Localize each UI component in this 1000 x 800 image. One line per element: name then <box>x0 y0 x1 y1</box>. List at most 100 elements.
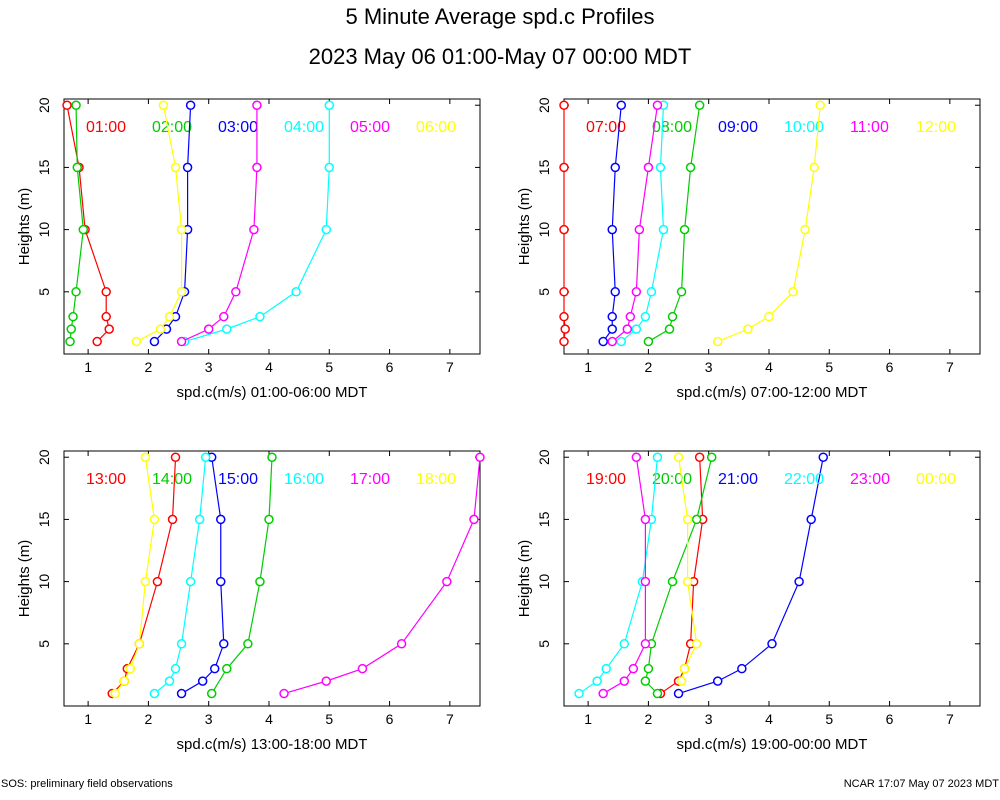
series-1300 <box>107 452 181 699</box>
x-tick-label: 7 <box>446 711 454 727</box>
x-tick-label: 6 <box>886 711 894 727</box>
x-tick-label: 4 <box>765 711 773 727</box>
data-point <box>92 336 102 347</box>
data-point <box>176 336 187 347</box>
legend-label: 01:00 <box>86 119 126 136</box>
x-tick-label: 1 <box>84 711 92 727</box>
data-point <box>216 576 226 587</box>
chart-panel-4: 1 2 3 4 5 6 7 5 10 15 20 spd.c(m/s) 19:00-00:00 MDT… <box>516 449 981 753</box>
chart-panel-2: 1 2 3 4 5 6 7 5 10 15 20 spd.c(m/s) 07:00-12:00 MDT… <box>516 97 981 401</box>
legend-label: 05:00 <box>350 119 390 136</box>
legend-label: 19:00 <box>586 471 626 488</box>
x-tick-label: 2 <box>145 711 153 727</box>
data-point <box>767 639 777 649</box>
data-point <box>243 639 253 649</box>
data-point <box>682 576 693 587</box>
data-point <box>125 663 136 674</box>
data-point <box>255 576 265 587</box>
legend-label: 11:00 <box>850 119 889 136</box>
legend-label: 04:00 <box>284 119 324 136</box>
data-point <box>71 100 81 110</box>
legend-label: 20:00 <box>652 471 692 488</box>
data-point <box>559 311 569 322</box>
data-point <box>664 324 675 334</box>
series-line <box>66 105 110 342</box>
series-line <box>611 105 659 343</box>
data-point <box>601 663 611 674</box>
data-point <box>676 287 687 297</box>
series-0500 <box>176 100 262 347</box>
y-tick-label: 20 <box>536 97 552 113</box>
data-point <box>101 287 111 297</box>
data-point <box>185 100 196 110</box>
data-point <box>176 224 187 235</box>
legend-label: 03:00 <box>218 119 258 136</box>
data-point <box>559 287 569 297</box>
x-tick-label: 5 <box>825 711 833 727</box>
x-axis-label: spd.c(m/s) 13:00-18:00 MDT <box>177 736 368 753</box>
series-line <box>69 105 84 342</box>
data-point <box>72 162 83 173</box>
data-point <box>658 224 669 235</box>
series-line <box>136 105 183 343</box>
data-point <box>622 324 633 334</box>
y-tick-label: 20 <box>36 449 52 465</box>
y-tick-label: 20 <box>36 97 52 113</box>
data-point <box>167 514 178 525</box>
data-point <box>170 452 181 462</box>
y-axis-label: Heights (m) <box>516 540 533 618</box>
y-tick-label: 5 <box>536 640 552 648</box>
x-axis-label: spd.c(m/s) 01:00-06:00 MDT <box>177 384 368 401</box>
data-point <box>231 287 241 297</box>
data-point <box>616 336 627 347</box>
data-point <box>607 336 617 347</box>
data-point <box>646 287 657 297</box>
legend-label: 10:00 <box>784 119 824 136</box>
plot-frame <box>563 450 981 707</box>
data-point <box>679 224 690 235</box>
series-line <box>181 105 258 343</box>
x-tick-label: 4 <box>265 711 273 727</box>
data-point <box>806 514 816 525</box>
x-tick-label: 6 <box>886 359 894 375</box>
x-tick-label: 2 <box>645 359 653 375</box>
data-point <box>694 100 705 110</box>
series-line <box>602 457 646 695</box>
series-1900 <box>655 452 708 699</box>
data-point <box>679 663 690 674</box>
data-point <box>607 324 617 334</box>
x-tick-label: 3 <box>705 359 713 375</box>
data-point <box>131 336 142 347</box>
data-point <box>655 162 666 173</box>
series-line <box>154 457 207 695</box>
data-point <box>673 452 684 462</box>
x-tick-label: 6 <box>386 359 394 375</box>
series-0000 <box>673 452 702 686</box>
data-point <box>442 576 452 587</box>
x-tick-label: 4 <box>265 359 273 375</box>
data-point <box>155 324 166 334</box>
data-point <box>182 162 193 173</box>
data-point <box>685 162 696 173</box>
x-axis-label: spd.c(m/s) 07:00-12:00 MDT <box>677 384 868 401</box>
x-tick-label: 1 <box>584 359 592 375</box>
y-tick-label: 15 <box>536 511 552 527</box>
data-point <box>592 676 602 686</box>
data-point <box>559 162 569 173</box>
data-point <box>158 100 169 110</box>
data-point <box>200 452 211 462</box>
y-tick-label: 5 <box>536 288 552 296</box>
data-point <box>101 311 111 322</box>
series-2300 <box>598 452 651 699</box>
data-point <box>110 688 120 699</box>
x-tick-label: 7 <box>946 359 954 375</box>
data-point <box>691 639 702 649</box>
data-point <box>475 452 485 462</box>
series-line <box>678 457 824 695</box>
data-point <box>607 311 617 322</box>
legend-label: 02:00 <box>152 119 192 136</box>
y-tick-label: 20 <box>536 449 552 465</box>
series-line <box>154 105 192 342</box>
series-line <box>563 105 566 342</box>
